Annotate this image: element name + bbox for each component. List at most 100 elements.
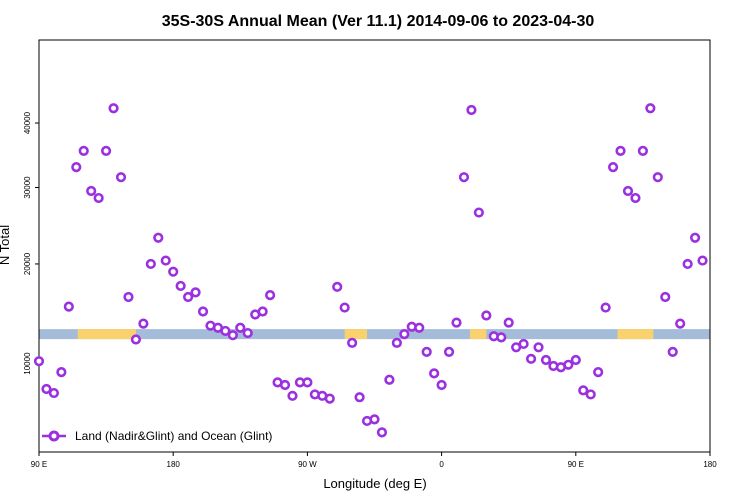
data-point	[48, 387, 60, 399]
data-point	[496, 332, 507, 343]
data-point	[593, 367, 604, 378]
x-axis-label: Longitude (deg E)	[323, 476, 426, 491]
data-point	[71, 162, 82, 173]
data-point	[190, 287, 201, 298]
y-tick-label: 20000	[23, 252, 32, 275]
series-points	[33, 103, 708, 438]
data-point	[220, 325, 231, 337]
data-point	[697, 255, 708, 266]
x-tick-label: 90 E	[568, 460, 584, 469]
data-point	[600, 302, 611, 313]
data-point	[675, 318, 686, 329]
data-point	[615, 145, 626, 157]
legend-marker	[48, 430, 60, 442]
data-point	[183, 291, 194, 303]
data-point	[265, 290, 276, 301]
y-tick-label: 30000	[23, 176, 32, 199]
data-point	[652, 172, 663, 183]
legend: Land (Nadir&Glint) and Ocean (Glint)	[42, 429, 272, 443]
legend-label: Land (Nadir&Glint) and Ocean (Glint)	[75, 429, 272, 443]
x-tick-label: 180	[167, 460, 181, 469]
data-point	[570, 354, 581, 366]
data-point	[93, 192, 104, 204]
data-point	[429, 368, 440, 379]
data-point	[399, 329, 410, 340]
land-patch	[617, 329, 654, 340]
data-point	[279, 379, 291, 391]
data-point	[391, 337, 402, 348]
y-tick-label: 40000	[23, 111, 32, 134]
data-point	[63, 301, 74, 312]
data-point	[347, 337, 358, 348]
data-point	[369, 414, 380, 425]
data-point	[56, 367, 67, 378]
data-point	[235, 322, 246, 333]
ocean-band	[39, 329, 710, 340]
data-point	[466, 104, 477, 116]
data-point	[145, 258, 156, 270]
y-axis-ticks: 10000 20000 30000 40000	[23, 111, 39, 375]
data-point	[115, 172, 127, 183]
data-point	[525, 353, 537, 364]
data-point	[242, 327, 253, 339]
data-point	[138, 318, 149, 329]
data-point	[86, 185, 97, 197]
data-point	[660, 291, 671, 303]
y-axis-label: N Total	[0, 225, 12, 265]
data-point	[451, 317, 462, 328]
data-point	[667, 346, 678, 357]
surface-band	[39, 329, 710, 340]
data-point	[540, 354, 552, 366]
data-point	[518, 338, 529, 350]
data-point	[100, 145, 112, 157]
data-point	[443, 346, 455, 357]
data-point	[481, 310, 492, 321]
data-point	[630, 192, 641, 204]
data-point	[41, 383, 52, 395]
data-point	[227, 330, 238, 341]
data-point	[458, 172, 470, 183]
data-point	[645, 103, 656, 114]
data-point	[421, 346, 432, 357]
data-point	[324, 393, 335, 404]
data-point	[287, 390, 298, 401]
land-patch	[344, 329, 368, 340]
data-point	[168, 266, 179, 277]
data-point	[436, 379, 447, 391]
data-point	[384, 374, 395, 385]
x-tick-label: 0	[439, 460, 444, 469]
data-point	[607, 162, 619, 173]
data-point	[130, 334, 142, 345]
data-point	[563, 359, 574, 370]
data-point	[376, 427, 388, 438]
land-patch	[469, 329, 487, 340]
data-point	[257, 306, 268, 317]
data-point	[682, 258, 693, 270]
data-point	[33, 356, 45, 367]
data-point	[160, 255, 171, 266]
data-point	[175, 280, 186, 292]
data-point	[689, 232, 701, 243]
data-point	[302, 377, 313, 388]
data-point	[533, 342, 544, 353]
data-point	[414, 322, 425, 333]
data-point	[108, 103, 119, 114]
data-point	[153, 232, 164, 243]
data-point	[197, 306, 209, 317]
data-point	[578, 385, 589, 396]
y-tick-label: 10000	[23, 352, 32, 375]
data-point	[473, 207, 484, 218]
data-point	[78, 145, 89, 157]
x-tick-label: 180	[703, 460, 717, 469]
data-point	[332, 281, 343, 292]
x-tick-label: 90 E	[31, 460, 47, 469]
chart-title: 35S-30S Annual Mean (Ver 11.1) 2014-09-0…	[162, 13, 595, 30]
data-point	[637, 145, 649, 157]
data-point	[339, 302, 350, 313]
plot-frame	[38, 39, 711, 453]
data-point	[123, 291, 134, 303]
data-point	[503, 317, 514, 328]
land-patch	[77, 329, 136, 340]
data-point	[622, 185, 634, 197]
